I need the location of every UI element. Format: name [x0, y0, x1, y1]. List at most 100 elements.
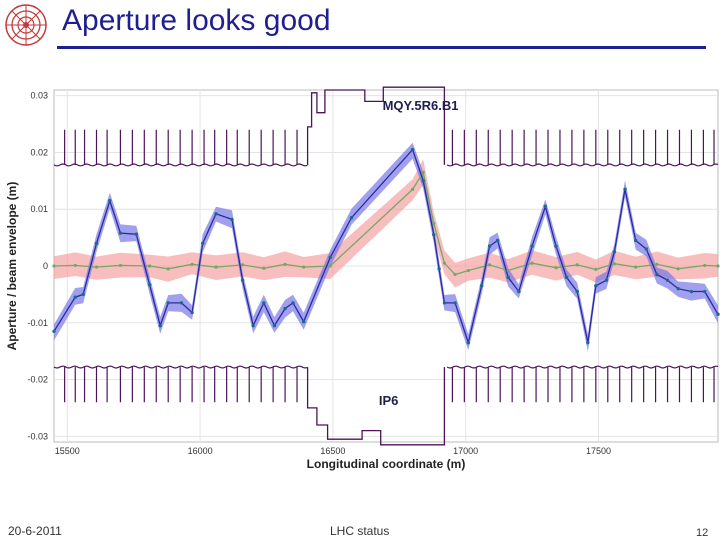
beam1-point — [134, 232, 139, 236]
beam1-point — [94, 241, 99, 245]
beam1-orbit-line — [53, 148, 719, 345]
beam1-point — [291, 301, 295, 305]
beam1-point — [703, 289, 707, 294]
x-tick-label: 15500 — [55, 446, 80, 456]
beam1-point — [623, 187, 627, 192]
beam1-point — [328, 255, 332, 260]
beam1-point — [52, 329, 56, 333]
beam1-point — [301, 319, 306, 324]
beam1-point — [487, 244, 492, 248]
y-tick-label: 0.02 — [30, 147, 48, 157]
beam2-point — [240, 263, 245, 267]
beam1-point — [665, 278, 670, 282]
beam1-point — [118, 231, 123, 235]
beam1-point — [554, 244, 558, 248]
beam1-point — [453, 301, 457, 305]
footer-center-text: LHC status — [330, 524, 390, 538]
beam1-point — [479, 284, 484, 288]
aperture-ip-lower — [306, 367, 446, 446]
beam1-point — [564, 275, 569, 280]
x-tick-label: 16000 — [188, 446, 213, 456]
beam2-point — [716, 264, 720, 268]
beam2-point — [328, 264, 332, 268]
beam1-point — [421, 179, 425, 183]
y-tick-label: 0.01 — [30, 204, 48, 214]
aperture-lower — [446, 365, 719, 369]
x-axis-label: Longitudinal coordinate (m) — [307, 457, 466, 471]
aperture-lower — [53, 365, 308, 369]
beam2-point — [166, 267, 170, 271]
beam2-point — [703, 263, 707, 268]
x-tick-label: 16500 — [320, 446, 345, 456]
beam1-point — [689, 289, 694, 294]
y-tick-label: -0.01 — [27, 318, 48, 328]
beam2-point — [554, 266, 558, 270]
beam1-point — [432, 233, 436, 237]
logo-graphic — [5, 4, 47, 46]
beam1-point — [586, 340, 590, 345]
beam2-point — [410, 187, 415, 191]
beam2-point — [190, 262, 194, 266]
beam2-point — [283, 262, 287, 266]
beam1-point — [644, 247, 648, 251]
y-tick-label: -0.02 — [27, 375, 48, 385]
beam2-point — [214, 265, 218, 269]
y-tick-label: 0 — [43, 261, 48, 271]
beam1-point — [214, 212, 218, 216]
x-tick-label: 17000 — [453, 446, 478, 456]
beam1-point — [251, 323, 255, 328]
y-axis-label: Aperture / beam envelope (m) — [5, 182, 19, 351]
beam2-point — [634, 265, 638, 269]
beam2-point — [94, 265, 99, 269]
beam2-point — [421, 170, 425, 174]
y-tick-label: -0.03 — [27, 431, 48, 441]
beam1-point — [655, 272, 659, 277]
beam2-point — [73, 263, 77, 268]
beam1-point — [495, 238, 500, 243]
beam1-point — [147, 283, 152, 287]
beam2-point — [262, 266, 266, 270]
beam1-point — [108, 199, 112, 203]
beam1-envelope-band — [54, 142, 718, 352]
beam1-point — [240, 278, 245, 282]
beam1-point — [506, 275, 510, 280]
beam2-point — [612, 262, 617, 266]
beam2-point — [655, 262, 659, 266]
beam2-point — [453, 272, 457, 277]
beam2-envelope-band — [54, 159, 718, 288]
lab-logo — [2, 2, 52, 48]
aperture-ip-upper — [306, 86, 446, 165]
beam2-point — [118, 263, 122, 268]
beam1-point — [262, 301, 266, 305]
beam1-point — [81, 292, 85, 297]
beam1-point — [272, 323, 277, 328]
beam1-point — [594, 284, 598, 288]
beam1-point — [517, 289, 521, 294]
beam1-point — [190, 310, 194, 315]
beam1-point — [158, 323, 162, 328]
beam1-point — [530, 244, 534, 248]
x-tick-label: 17500 — [586, 446, 611, 456]
y-tick-label: 0.03 — [30, 91, 48, 101]
beam2-point — [442, 261, 447, 265]
beam2-point — [487, 263, 492, 267]
slide-title: Aperture looks good — [62, 4, 331, 37]
beam1-point — [543, 204, 548, 209]
beam2-point — [302, 265, 306, 269]
title-divider — [57, 46, 706, 49]
page-number: 12 — [696, 527, 709, 539]
beam1-point — [230, 217, 234, 222]
beam2-point — [530, 261, 534, 265]
beam2-point — [52, 264, 56, 268]
aperture-upper — [446, 163, 719, 167]
beam1-point — [410, 147, 415, 152]
beam1-point — [179, 301, 184, 305]
beam1-point — [437, 267, 441, 271]
beam2-point — [506, 268, 510, 273]
beam2-point — [594, 267, 598, 272]
beam1-point — [442, 301, 447, 305]
beam1-point — [349, 216, 354, 220]
beam1-point — [612, 250, 617, 254]
beam2-point — [575, 263, 579, 267]
beam1-point — [201, 241, 205, 245]
